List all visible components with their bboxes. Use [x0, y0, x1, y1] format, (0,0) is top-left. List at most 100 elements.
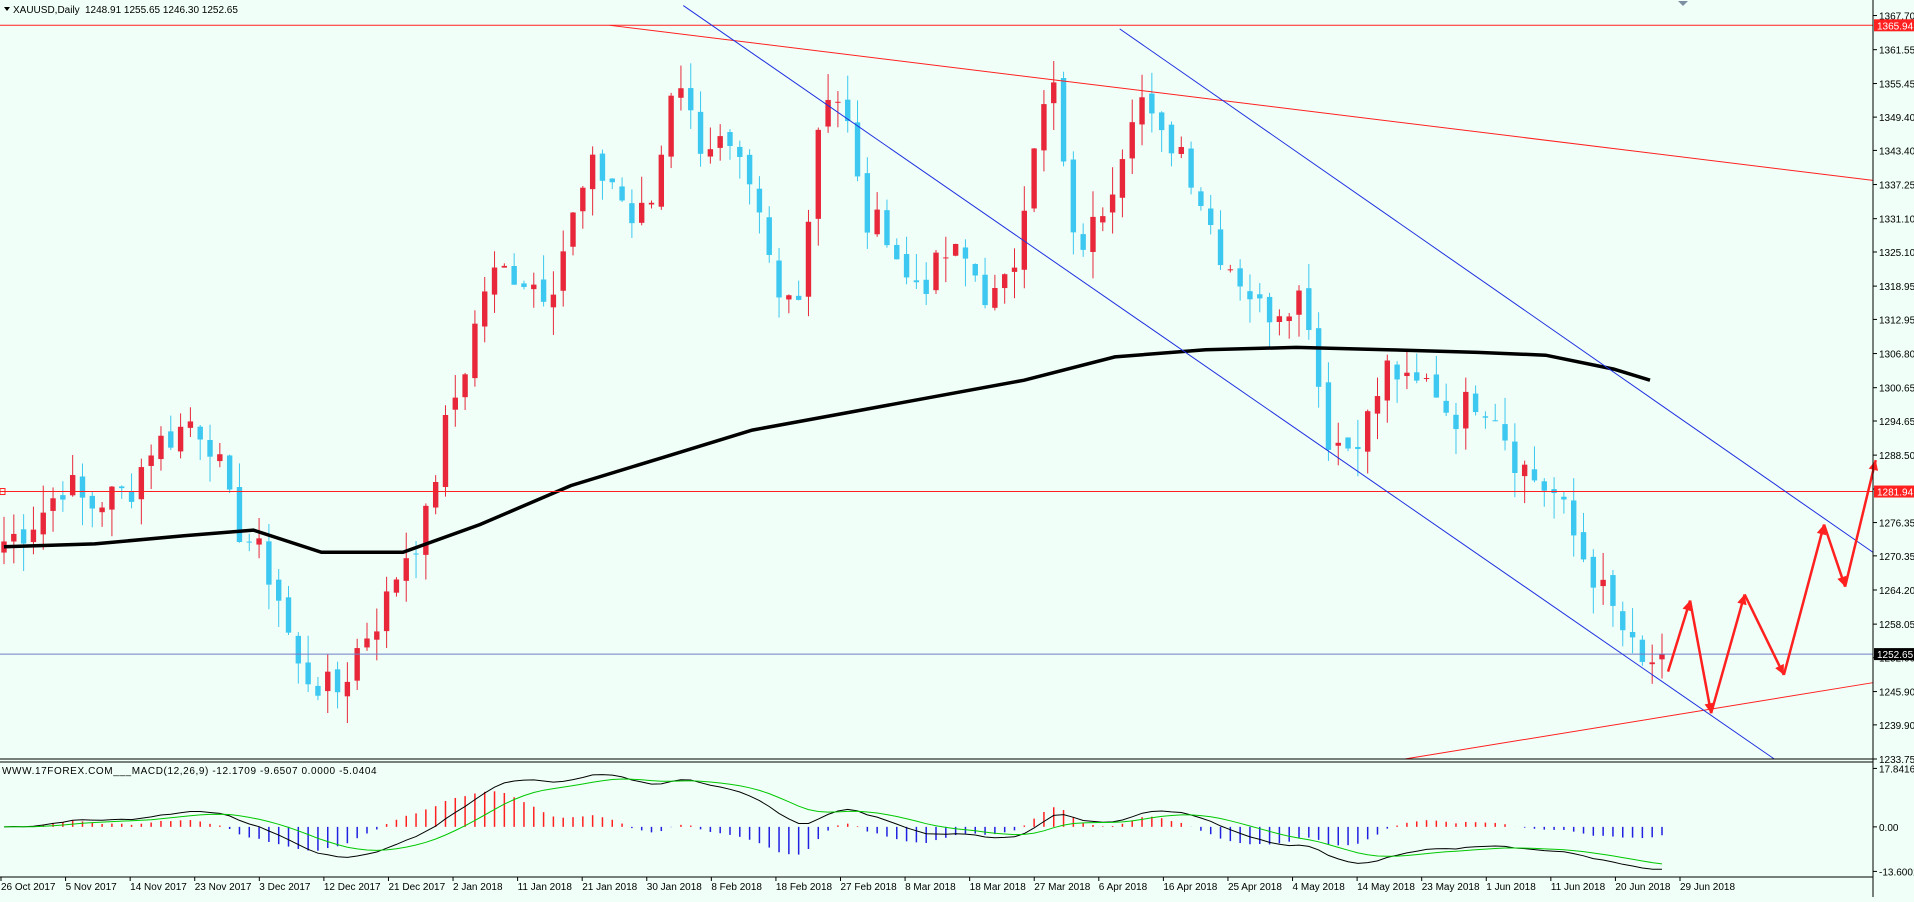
candle-body: [99, 507, 105, 513]
price-tick-label: 1306.80: [1879, 350, 1914, 361]
candle-body: [256, 538, 262, 545]
candle-body: [1315, 328, 1322, 387]
macd-panel: [3, 774, 1663, 870]
dropdown-triangle-icon[interactable]: [4, 7, 10, 11]
candle-body: [1404, 372, 1410, 377]
candle-body: [1011, 267, 1018, 272]
price-tick-label: 1239.90: [1879, 721, 1914, 732]
candle-body: [1178, 146, 1184, 154]
candle-body: [1463, 391, 1469, 429]
time-tick-label: 12 Dec 2017: [324, 882, 381, 893]
candle-body: [1423, 377, 1430, 379]
candle-body: [1276, 316, 1283, 322]
shift-marker-icon[interactable]: [1678, 1, 1688, 6]
candle-body: [1492, 420, 1498, 422]
candle-body: [1109, 194, 1116, 213]
macd-axis: 17.8416 0.00 -13.6001: [1873, 764, 1914, 878]
candle-body: [923, 279, 929, 294]
candle-body: [972, 264, 978, 276]
candle-body: [678, 88, 684, 98]
candle-body: [511, 266, 517, 285]
candle-body: [1531, 469, 1538, 481]
candle-body: [874, 209, 880, 235]
candle-body: [1237, 268, 1243, 287]
candle-body: [1188, 148, 1194, 188]
candle-body: [1227, 269, 1234, 271]
candle-body: [1247, 291, 1253, 300]
candle-body: [776, 260, 782, 298]
projection-arrowhead: [1837, 575, 1847, 587]
time-tick-label: 1 Jun 2018: [1486, 882, 1536, 893]
candle-body: [1482, 416, 1489, 418]
candle-body: [109, 486, 115, 510]
candle-body: [1139, 97, 1145, 125]
trendline[interactable]: [683, 5, 1775, 760]
candle-body: [413, 553, 419, 555]
candle-body: [1080, 234, 1086, 250]
price-tick-label: 1318.95: [1879, 282, 1914, 293]
candle-body: [285, 597, 292, 633]
price-tick-label: 1258.05: [1879, 620, 1914, 631]
candle-body: [20, 529, 27, 544]
candle-body: [305, 662, 311, 685]
macd-signal-line: [3, 778, 1663, 865]
candle-body: [1, 541, 7, 553]
candle-body: [1325, 382, 1332, 450]
candle-body: [1364, 411, 1371, 452]
candle-body: [1472, 393, 1479, 413]
candle-body: [688, 88, 694, 111]
macd-tick-label: -13.6001: [1879, 867, 1914, 878]
candle-body: [266, 541, 272, 585]
candle-body: [295, 635, 302, 664]
trendline[interactable]: [609, 24, 1873, 181]
candle-body: [197, 426, 203, 440]
main-price-panel: [0, 5, 1879, 760]
projection-arrowhead: [1775, 663, 1784, 675]
time-tick-label: 27 Feb 2018: [841, 882, 898, 893]
candle-body: [805, 221, 812, 297]
candle-body: [30, 529, 37, 543]
price-tick-label: 1270.35: [1879, 552, 1914, 563]
candle-body: [334, 669, 341, 693]
candle-body: [1649, 662, 1655, 665]
projection-segment: [1822, 524, 1847, 588]
candle-body: [1168, 124, 1175, 154]
candle-body: [1639, 639, 1646, 662]
time-tick-label: 8 Feb 2018: [711, 882, 762, 893]
candle-body: [1659, 654, 1665, 660]
time-tick-label: 11 Jun 2018: [1551, 882, 1606, 893]
candle-body: [560, 251, 566, 291]
candle-body: [177, 426, 184, 452]
candle-body: [599, 153, 606, 181]
candle-body: [589, 154, 596, 190]
price-tick-label: 1288.50: [1879, 451, 1914, 462]
candle-body: [943, 257, 949, 259]
candle-body: [119, 486, 125, 489]
time-tick-label: 26 Oct 2017: [1, 882, 56, 893]
candle-body: [658, 154, 665, 207]
time-tick-label: 11 Jan 2018: [518, 882, 573, 893]
projection-segment: [1843, 459, 1877, 587]
projection-segment: [1743, 593, 1785, 676]
candle-body: [786, 295, 792, 300]
time-tick-label: 14 May 2018: [1357, 882, 1415, 893]
candle-body: [1443, 400, 1449, 413]
candle-body: [638, 202, 645, 223]
trendline[interactable]: [1119, 28, 1874, 553]
time-tick-label: 3 Dec 2017: [259, 882, 311, 893]
candle-body: [1119, 159, 1126, 198]
candle-body: [1217, 229, 1224, 266]
trendline[interactable]: [1404, 682, 1873, 760]
candle-body: [1198, 191, 1204, 207]
candle-body: [344, 681, 351, 697]
candle-body: [226, 455, 233, 490]
time-tick-label: 14 Nov 2017: [130, 882, 187, 893]
candle-body: [903, 254, 910, 278]
time-tick-label: 21 Dec 2017: [388, 882, 445, 893]
time-tick-label: 18 Mar 2018: [970, 882, 1027, 893]
projection-segment: [1709, 594, 1746, 714]
candle-body: [707, 149, 714, 157]
candle-body: [452, 397, 458, 410]
candle-body: [383, 591, 390, 632]
